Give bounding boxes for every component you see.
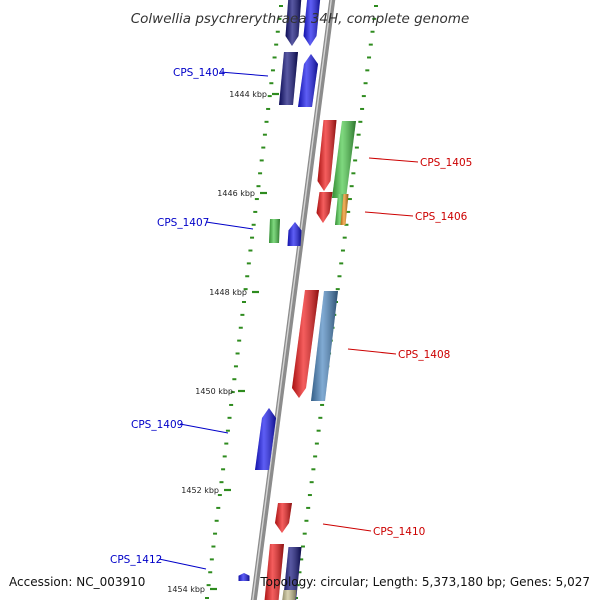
cds-lower-khaki [282, 590, 297, 600]
gene-label-text[interactable]: CPS_1406 [415, 211, 468, 223]
gene-label-text[interactable]: CPS_1405 [420, 157, 472, 169]
genome-backbone [250, 0, 336, 600]
cds-1409-blue [255, 408, 276, 470]
cds-1412-blue [238, 573, 250, 581]
scale-label: 1448 kbp [209, 288, 247, 297]
scale-label: 1454 kbp [167, 585, 205, 594]
gene-label-text[interactable]: CPS_1408 [398, 349, 450, 361]
gene-label-text[interactable]: CPS_1409 [131, 419, 183, 431]
label-leader-line [322, 523, 372, 532]
gene-label-text[interactable]: CPS_1407 [157, 217, 209, 229]
gene-label-cps-1406[interactable]: CPS_1406 [364, 211, 468, 223]
cds-1410-red [275, 503, 292, 533]
cds-lower-navy [283, 547, 302, 600]
cds-lower-red [264, 544, 284, 600]
cds-1404-navy [279, 52, 298, 105]
scale-ruler: 1444 kbp 1446 kbp 1448 kbp 1450 kbp 1452 kbp… [167, 90, 279, 594]
gene-label-text[interactable]: CPS_1410 [373, 526, 425, 538]
label-leader-line [347, 348, 397, 355]
gene-label-cps-1410[interactable]: CPS_1410 [322, 523, 425, 538]
cds-1405-red [317, 120, 337, 191]
cds-upper-navy [285, 0, 302, 46]
cds-1406-red [316, 192, 333, 223]
cds-1407-blue [287, 222, 302, 246]
cds-1408-steel [311, 291, 338, 401]
gene-label-cps-1409[interactable]: CPS_1409 [131, 419, 229, 434]
cds-upper-blue [303, 0, 321, 46]
genome-backbone-highlight [252, 0, 332, 600]
scale-label: 1446 kbp [217, 189, 255, 198]
gene-label-cps-1405[interactable]: CPS_1405 [368, 157, 472, 169]
gene-label-text[interactable]: CPS_1412 [110, 554, 162, 566]
cds-1405-green [332, 121, 356, 198]
cds-1404-blue [298, 54, 318, 107]
label-leader-line [219, 71, 269, 77]
cds-1407-green [269, 219, 280, 243]
gene-features [238, 0, 356, 600]
map-title: Colwellia psychrerythraea 34H, complete … [131, 11, 470, 27]
label-leader-line [179, 423, 229, 434]
label-leader-line [364, 211, 414, 217]
scale-label: 1452 kbp [181, 486, 219, 495]
cds-1406-orange [340, 194, 349, 225]
gene-label-cps-1412[interactable]: CPS_1412 [110, 554, 207, 570]
gene-label-cps-1404[interactable]: CPS_1404 [173, 67, 269, 79]
genome-summary-text: Topology: circular; Length: 5,373,180 bp… [259, 575, 590, 589]
gene-label-text[interactable]: CPS_1404 [173, 67, 226, 79]
gene-labels: CPS_1404 CPS_1405 CPS_1406 CPS_1407 CPS_1408… [110, 67, 472, 570]
label-leader-line [205, 221, 254, 230]
label-leader-line [158, 558, 207, 570]
accession-text: Accession: NC_003910 [9, 575, 145, 589]
label-leader-line [368, 157, 419, 163]
scale-label: 1450 kbp [195, 387, 233, 396]
scale-label: 1444 kbp [229, 90, 267, 99]
cds-1408-red [292, 290, 319, 398]
gene-label-cps-1407[interactable]: CPS_1407 [157, 217, 254, 230]
gene-label-cps-1408[interactable]: CPS_1408 [347, 348, 450, 361]
